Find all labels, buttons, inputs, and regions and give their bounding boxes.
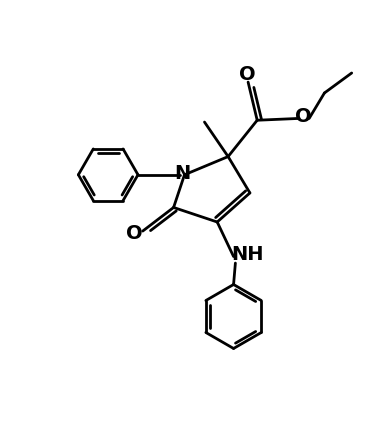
Text: O: O xyxy=(239,64,255,83)
Text: O: O xyxy=(296,107,312,126)
Text: NH: NH xyxy=(231,245,263,264)
Text: O: O xyxy=(127,225,143,243)
Text: N: N xyxy=(175,164,191,183)
